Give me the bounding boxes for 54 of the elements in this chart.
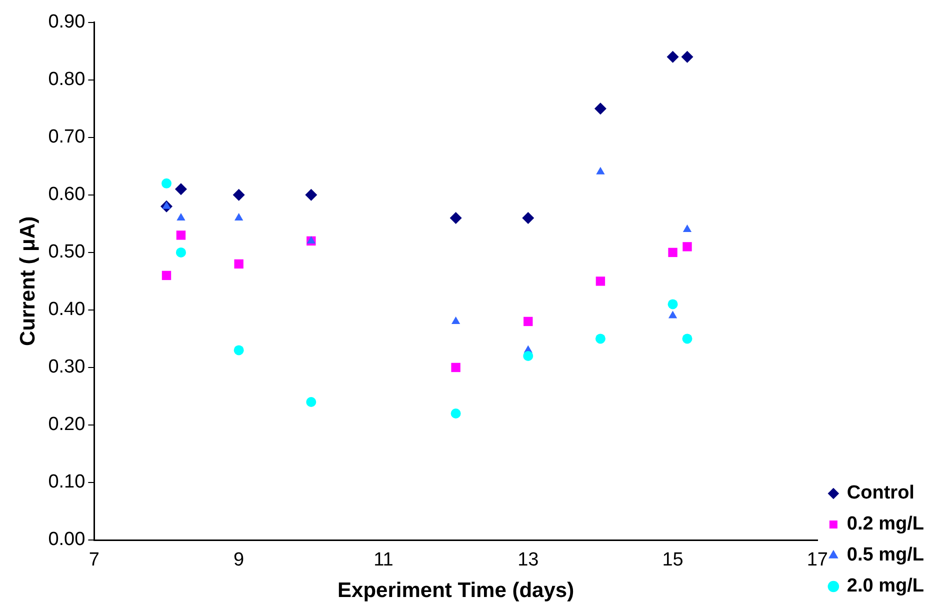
point	[594, 102, 606, 115]
point	[234, 212, 244, 220]
x-tick-label: 15	[662, 550, 684, 571]
point	[668, 248, 678, 258]
x-tick-label: 17	[806, 550, 828, 571]
point	[305, 188, 318, 201]
point	[174, 183, 187, 196]
point	[450, 212, 462, 224]
point	[232, 188, 245, 201]
y-tick-label: 0.70	[48, 126, 86, 148]
point	[596, 166, 605, 174]
point	[682, 334, 692, 344]
y-tick-label: 0.20	[48, 414, 86, 436]
y-tick-label: 0.30	[48, 356, 86, 378]
x-tick-label: 13	[518, 550, 539, 571]
legend-label: 0.2 mg/L	[846, 514, 924, 535]
point	[682, 224, 692, 232]
x-tick-label: 11	[374, 550, 394, 571]
point	[668, 310, 678, 318]
point	[162, 270, 172, 280]
point	[234, 259, 244, 269]
legend-label: 2.0 mg/L	[846, 576, 924, 597]
y-tick-label: 0.10	[48, 472, 86, 493]
y-tick-label: 0.60	[48, 184, 86, 206]
point	[176, 212, 186, 220]
x-tick-label: 9	[234, 550, 244, 571]
legend-label: 0.5 mg/L	[846, 544, 924, 566]
point	[306, 396, 316, 407]
y-tick-label: 0.40	[48, 299, 86, 320]
y-tick-label: 0.50	[48, 242, 86, 263]
point	[176, 230, 186, 240]
point	[162, 178, 172, 188]
point	[524, 316, 533, 326]
point	[451, 316, 460, 324]
point	[595, 334, 606, 344]
point	[681, 50, 694, 63]
point	[668, 299, 678, 310]
y-tick-label: 0.00	[48, 529, 86, 550]
point	[451, 362, 460, 372]
point	[523, 350, 534, 361]
y-axis-title: Current ( μA)	[16, 216, 40, 346]
point	[234, 345, 244, 356]
point	[666, 50, 679, 63]
point	[176, 247, 186, 258]
x-axis-title: Experiment Time (days)	[338, 579, 574, 602]
point	[450, 408, 461, 418]
point	[682, 242, 692, 252]
point	[596, 276, 606, 286]
point	[306, 236, 316, 244]
x-tick-label: 7	[88, 550, 100, 571]
point	[522, 212, 534, 224]
y-tick-label: 0.80	[48, 69, 86, 90]
y-tick-label: 0.90	[48, 12, 86, 33]
legend-label: Control	[846, 482, 914, 504]
